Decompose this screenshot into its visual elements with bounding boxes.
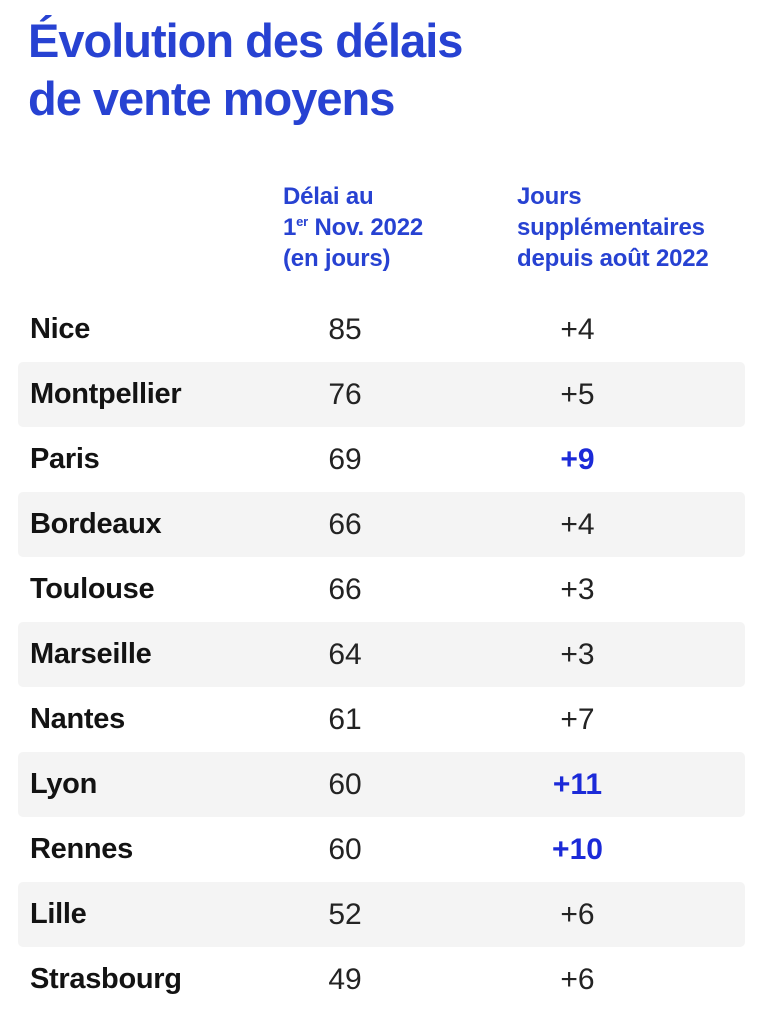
column-header-extra-line1: Jours xyxy=(517,183,582,210)
table-row: Lyon 60 +11 xyxy=(18,752,745,817)
column-header-extra-days: Jours supplémentaires depuis août 2022 xyxy=(517,181,709,274)
table-row: Marseille 64 +3 xyxy=(18,622,745,687)
city-name: Rennes xyxy=(30,833,133,865)
column-header-extra-line2: supplémentaires xyxy=(517,214,705,241)
page-title-line2: de vente moyens xyxy=(28,72,395,125)
page-title-line1: Évolution des délais xyxy=(28,14,463,67)
column-header-delay: Délai au 1er Nov. 2022 (en jours) xyxy=(283,181,423,274)
delay-days-value: 76 xyxy=(328,377,362,411)
column-header-delay-line1: Délai au xyxy=(283,183,374,210)
extra-days-value: +9 xyxy=(560,442,595,476)
table-row: Lille 52 +6 xyxy=(18,882,745,947)
table-row: Toulouse 66 +3 xyxy=(18,557,745,622)
table-row: Nantes 61 +7 xyxy=(18,687,745,752)
city-name: Lyon xyxy=(30,768,97,800)
extra-days-value: +10 xyxy=(552,832,603,866)
city-name: Toulouse xyxy=(30,573,155,605)
extra-days-value: +4 xyxy=(560,507,595,541)
delay-days-value: 60 xyxy=(328,832,362,866)
extra-days-value: +7 xyxy=(560,702,595,736)
extra-days-value: +6 xyxy=(560,897,595,931)
city-delay-table: Nice 85 +4 Montpellier 76 +5 Paris 69 +9 Bordeaux… xyxy=(0,297,771,1012)
table-row: Montpellier 76 +5 xyxy=(18,362,745,427)
table-row: Bordeaux 66 +4 xyxy=(18,492,745,557)
city-name: Nantes xyxy=(30,703,125,735)
city-name: Strasbourg xyxy=(30,963,182,995)
delay-days-value: 85 xyxy=(328,312,362,346)
delay-days-value: 64 xyxy=(328,637,362,671)
table-row: Paris 69 +9 xyxy=(18,427,745,492)
date-number: 1 xyxy=(283,214,297,241)
extra-days-value: +5 xyxy=(560,377,595,411)
delay-days-value: 66 xyxy=(328,507,362,541)
city-name: Marseille xyxy=(30,638,152,670)
table-row: Strasbourg 49 +6 xyxy=(18,947,745,1012)
delay-days-value: 69 xyxy=(328,442,362,476)
page-title: Évolution des délais de vente moyens xyxy=(28,12,463,128)
extra-days-value: +6 xyxy=(560,962,595,996)
table-row: Rennes 60 +10 xyxy=(18,817,745,882)
delay-days-value: 52 xyxy=(328,897,362,931)
column-header-extra-line3: depuis août 2022 xyxy=(517,245,709,272)
delay-days-value: 66 xyxy=(328,572,362,606)
date-ordinal-superscript: er xyxy=(296,214,309,229)
delay-days-value: 60 xyxy=(328,767,362,801)
date-rest: Nov. 2022 xyxy=(308,214,424,241)
city-name: Paris xyxy=(30,443,100,475)
column-header-delay-line3: (en jours) xyxy=(283,245,391,272)
delay-days-value: 61 xyxy=(328,702,362,736)
column-headers: Délai au 1er Nov. 2022 (en jours) Jours … xyxy=(0,181,771,281)
city-name: Nice xyxy=(30,313,91,345)
extra-days-value: +3 xyxy=(560,637,595,671)
column-header-delay-line2: 1er Nov. 2022 xyxy=(283,212,423,243)
extra-days-value: +4 xyxy=(560,312,595,346)
city-name: Bordeaux xyxy=(30,508,162,540)
delay-days-value: 49 xyxy=(328,962,362,996)
extra-days-value: +11 xyxy=(552,767,603,801)
city-name: Lille xyxy=(30,898,87,930)
table-row: Nice 85 +4 xyxy=(18,297,745,362)
extra-days-value: +3 xyxy=(560,572,595,606)
city-name: Montpellier xyxy=(30,378,182,410)
